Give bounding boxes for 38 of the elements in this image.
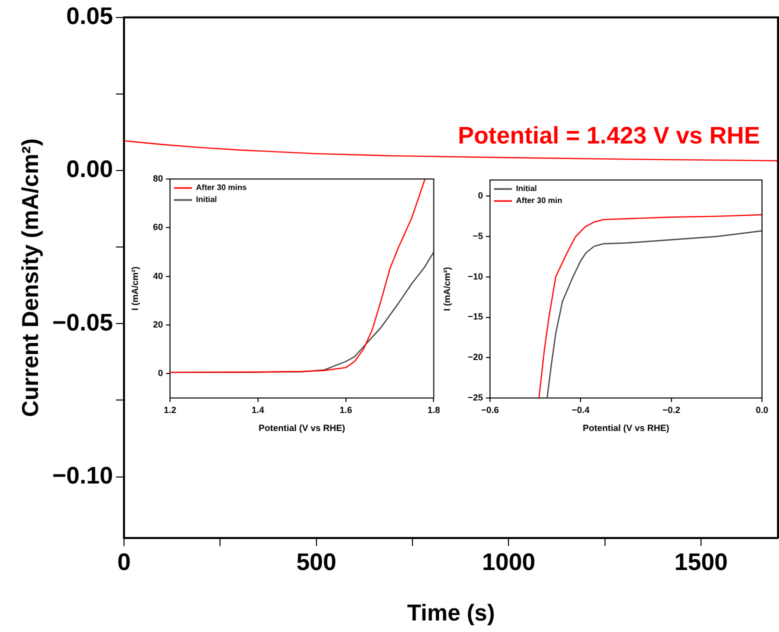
x-tick-label: −0.6	[481, 404, 499, 415]
x-axis-title: Time (s)	[407, 600, 495, 626]
legend-label: Initial	[516, 184, 537, 194]
y-tick-label: −20	[468, 352, 483, 362]
y-tick-label: 0	[478, 190, 483, 201]
y-tick-label: −5	[472, 231, 483, 242]
x-tick-label: 1500	[674, 549, 728, 576]
x-tick-label: 1.2	[164, 404, 176, 415]
legend-label: Initial	[196, 195, 217, 204]
y-tick-label: −25	[468, 392, 483, 402]
x-axis-title: Potential (V vs RHE)	[258, 423, 346, 434]
legend-label: After 30 min	[516, 196, 562, 206]
y-tick-label: −10	[468, 271, 483, 282]
series-label: Potential = 1.423 V vs RHE	[458, 122, 760, 150]
legend-label: After 30 mins	[196, 183, 248, 192]
y-tick-label: 20	[152, 319, 163, 330]
x-tick-label: 1.6	[340, 404, 352, 415]
x-tick-label: −0.4	[572, 404, 590, 415]
x-tick-label: 0.0	[756, 404, 768, 415]
x-tick-label: 1000	[482, 549, 536, 576]
x-tick-label: 500	[296, 549, 336, 576]
y-tick-label: 0.00	[66, 156, 113, 184]
y-tick-label: 0.05	[66, 3, 113, 30]
y-tick-label: −15	[468, 312, 483, 322]
y-tick-label: −0.10	[52, 462, 113, 490]
y-axis-title: I (mA/cm²)	[130, 266, 140, 311]
y-tick-label: 0	[158, 368, 163, 378]
x-tick-label: −0.2	[662, 404, 680, 415]
x-tick-label: 1.4	[252, 404, 264, 415]
y-axis-title: Current Density (mA/cm²)	[17, 138, 44, 418]
y-tick-label: 80	[152, 173, 163, 184]
x-axis-title: Potential (V vs RHE)	[582, 423, 670, 434]
y-tick-label: 40	[152, 270, 163, 281]
y-tick-label: −0.05	[52, 309, 113, 336]
y-tick-label: 60	[152, 222, 163, 232]
x-tick-label: 1.8	[427, 404, 440, 415]
y-axis-title: I (mA/cm²)	[442, 266, 452, 312]
x-tick-label: 0	[117, 549, 131, 576]
